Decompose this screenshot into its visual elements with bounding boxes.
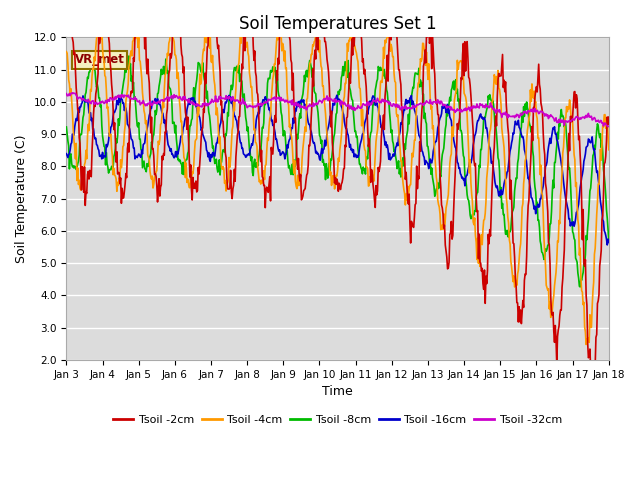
Y-axis label: Soil Temperature (C): Soil Temperature (C) bbox=[15, 134, 28, 263]
Text: VR_met: VR_met bbox=[74, 53, 124, 66]
X-axis label: Time: Time bbox=[322, 385, 353, 398]
Legend: Tsoil -2cm, Tsoil -4cm, Tsoil -8cm, Tsoil -16cm, Tsoil -32cm: Tsoil -2cm, Tsoil -4cm, Tsoil -8cm, Tsoi… bbox=[109, 411, 566, 430]
Title: Soil Temperatures Set 1: Soil Temperatures Set 1 bbox=[239, 15, 436, 33]
